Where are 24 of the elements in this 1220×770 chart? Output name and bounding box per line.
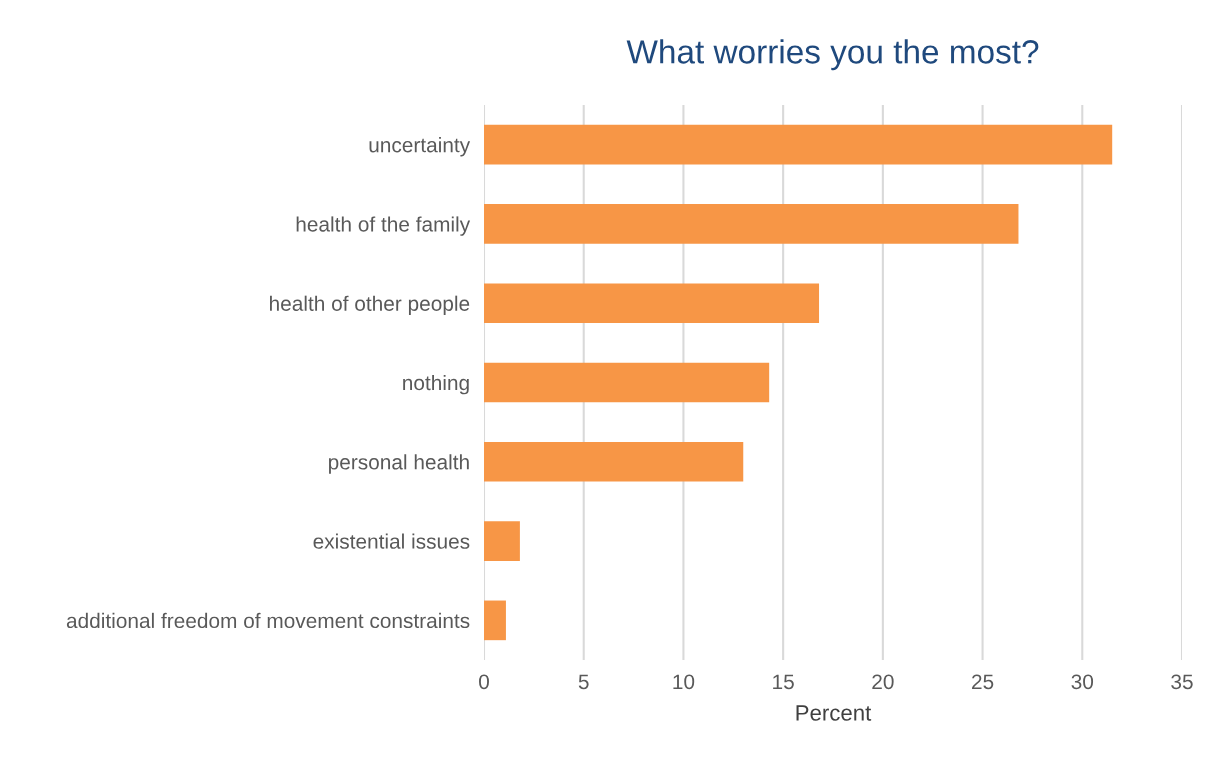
bar: [484, 521, 520, 561]
x-tick-label: 15: [773, 674, 794, 690]
x-axis-title: Percent: [796, 705, 872, 721]
bar: [484, 124, 1113, 165]
y-tick-label: health of the family: [296, 216, 471, 236]
x-tick-label: 0: [479, 674, 489, 690]
y-tick-label: nothing: [403, 374, 469, 395]
bar: [484, 362, 770, 403]
y-tick-label: personal health: [329, 454, 469, 474]
x-tick-label: 10: [673, 674, 695, 690]
chart-title: What worries you the most?: [626, 39, 1039, 71]
bar: [484, 441, 744, 482]
bar: [484, 283, 820, 324]
bar: [484, 600, 506, 641]
bar: [484, 204, 1019, 244]
y-tick-label: additional freedom of movement constraints: [66, 612, 470, 629]
y-tick-label: existential issues: [313, 533, 470, 549]
y-tick-label: uncertainty: [369, 137, 471, 157]
x-tick-label: 30: [1071, 674, 1094, 690]
x-tick-label: 20: [872, 674, 894, 690]
x-tick-label: 5: [578, 674, 589, 690]
y-tick-label: health of other people: [270, 295, 470, 316]
x-tick-label: 25: [972, 674, 994, 690]
x-tick-label: 35: [1171, 674, 1193, 690]
